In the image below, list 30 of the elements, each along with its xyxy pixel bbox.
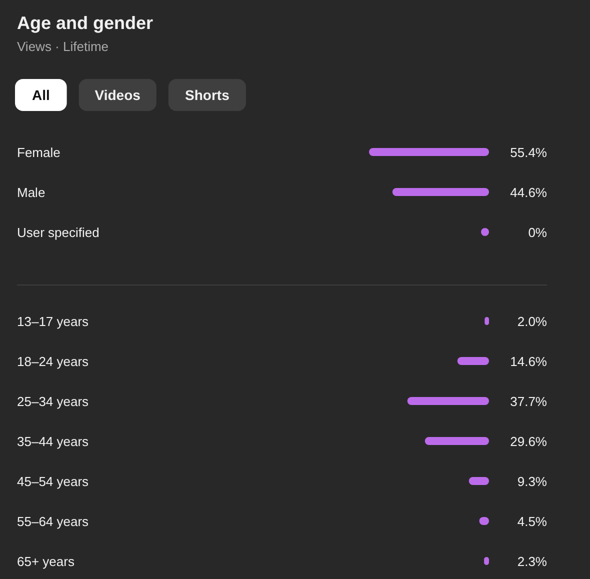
data-label: 0% bbox=[528, 225, 548, 240]
bar bbox=[457, 357, 489, 365]
y-tick-label: 25–34 years bbox=[17, 394, 90, 409]
y-tick-label: 45–54 years bbox=[17, 474, 90, 489]
y-tick-label: Female bbox=[17, 145, 60, 160]
data-label: 4.5% bbox=[517, 514, 548, 529]
text: Views · Lifetime bbox=[17, 39, 109, 54]
y-tick-label: 13–17 years bbox=[17, 314, 90, 329]
y-tick-label: 35–44 years bbox=[17, 434, 90, 449]
data-label: 9.3% bbox=[517, 474, 548, 489]
data-label: 2.3% bbox=[517, 554, 548, 569]
data-label: 55.4% bbox=[510, 145, 548, 160]
y-tick-label: 65+ years bbox=[17, 554, 75, 569]
y-tick-label: User specified bbox=[17, 225, 100, 240]
bar bbox=[484, 317, 489, 325]
data-label: 44.6% bbox=[510, 185, 548, 200]
y-tick-label: 55–64 years bbox=[17, 514, 90, 529]
tab-button: Shorts bbox=[168, 79, 246, 111]
bar bbox=[424, 437, 489, 445]
y-tick-label: 18–24 years bbox=[17, 354, 90, 369]
y-tick-label: Male bbox=[17, 185, 46, 200]
text: Age and gender bbox=[17, 13, 154, 33]
bar bbox=[407, 397, 489, 405]
data-label: 37.7% bbox=[510, 394, 548, 409]
selected-tab-button: All bbox=[15, 79, 67, 111]
data-label: 29.6% bbox=[510, 434, 548, 449]
data-label: 2.0% bbox=[517, 314, 548, 329]
data-label: 14.6% bbox=[510, 354, 548, 369]
tab-button: Videos bbox=[78, 79, 156, 111]
bar bbox=[468, 477, 489, 485]
